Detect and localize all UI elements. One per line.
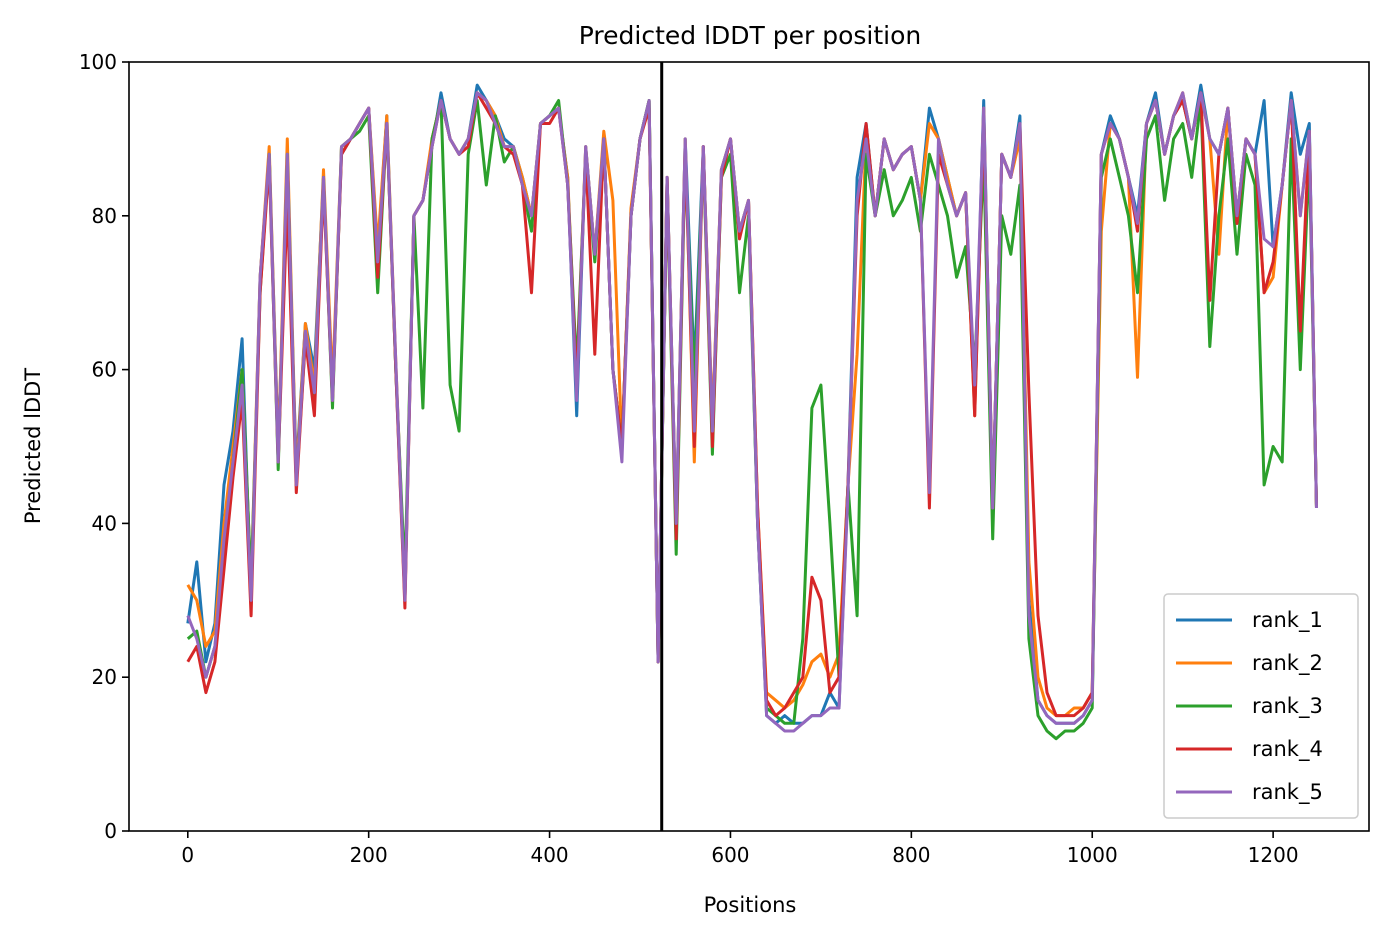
chart-title: Predicted lDDT per position — [579, 21, 921, 50]
legend-label-rank_4: rank_4 — [1252, 737, 1323, 762]
x-axis: 0 200 400 600 800 1000 1200 — [181, 831, 1299, 867]
legend-label-rank_3: rank_3 — [1252, 694, 1323, 719]
y-tick-label: 100 — [79, 50, 117, 74]
legend-label-rank_1: rank_1 — [1252, 608, 1323, 633]
series-line-rank_5 — [186, 91, 1318, 733]
legend-box — [1163, 593, 1359, 819]
x-tick-label: 200 — [350, 843, 388, 867]
legend: rank_1 rank_2 rank_3 rank_4 rank_5 — [1163, 593, 1359, 819]
y-tick-label: 20 — [92, 665, 117, 689]
x-tick-label: 0 — [181, 843, 194, 867]
axes-frame — [128, 61, 1370, 832]
x-tick-label: 1000 — [1067, 843, 1118, 867]
x-tick-label: 600 — [711, 843, 749, 867]
y-tick-label: 0 — [104, 819, 117, 843]
y-tick-label: 40 — [92, 511, 117, 535]
y-axis-title: Predicted lDDT — [21, 368, 45, 524]
legend-label-rank_5: rank_5 — [1252, 780, 1323, 805]
legend-label-rank_2: rank_2 — [1252, 651, 1323, 676]
y-axis: 0 20 40 60 80 100 — [79, 50, 129, 843]
plot-area — [128, 61, 1370, 832]
x-tick-label: 1200 — [1248, 843, 1299, 867]
x-axis-title: Positions — [704, 893, 797, 917]
y-tick-label: 80 — [92, 204, 117, 228]
x-tick-label: 800 — [892, 843, 930, 867]
y-tick-label: 60 — [92, 358, 117, 382]
x-tick-label: 400 — [530, 843, 568, 867]
